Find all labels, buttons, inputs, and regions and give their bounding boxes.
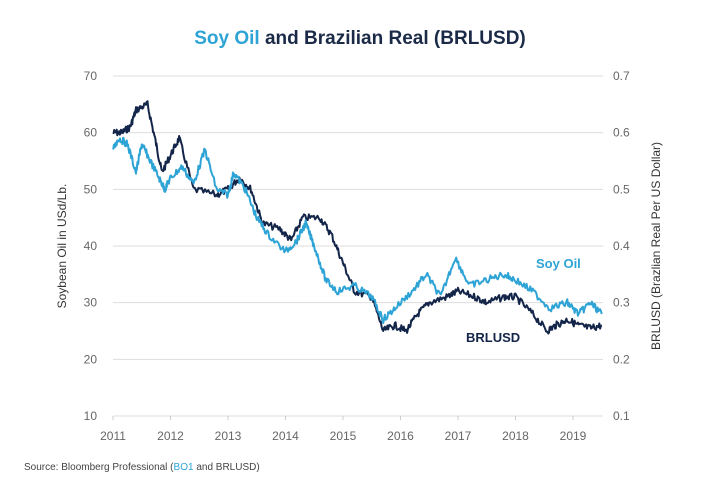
- x-tick-label: 2014: [272, 429, 299, 443]
- x-tick-label: 2017: [445, 429, 472, 443]
- y2-tick-label: 0.3: [613, 296, 630, 310]
- y2-tick-label: 0.6: [613, 126, 630, 140]
- source-prefix: Source: Bloomberg Professional (: [24, 462, 174, 473]
- y-tick-label: 30: [84, 296, 98, 310]
- series-lines: [112, 100, 603, 335]
- y2-axis-label: BRLUSD (Brazlian Real Per US Dollar): [649, 142, 663, 350]
- x-tick-label: 2019: [560, 429, 587, 443]
- x-tick-label: 2012: [157, 429, 184, 443]
- y-axis-ticks: 10 20 30 40 50 60 70: [84, 69, 98, 423]
- y2-tick-label: 0.5: [613, 182, 630, 196]
- x-tick-label: 2016: [387, 429, 414, 443]
- y-tick-label: 40: [84, 239, 98, 253]
- y-tick-label: 20: [84, 352, 98, 366]
- y-tick-label: 50: [84, 182, 98, 196]
- y2-tick-label: 0.4: [613, 239, 630, 253]
- y2-tick-label: 0.1: [613, 409, 630, 423]
- chart-title-rest: and Brazilian Real (BRLUSD): [259, 28, 526, 49]
- brlusd-line: [112, 100, 603, 335]
- y-axis-label: Soybean Oil in USd/Lb.: [55, 184, 69, 309]
- x-axis-ticks: 2011 2012 2013 2014 2015 2016 2017 2018 2019: [100, 416, 587, 443]
- x-tick-label: 2013: [215, 429, 242, 443]
- gridlines: [113, 75, 603, 417]
- y2-tick-label: 0.2: [613, 352, 630, 366]
- chart-title: Soy Oil and Brazilian Real (BRLUSD): [0, 28, 720, 50]
- y-tick-label: 10: [84, 409, 98, 423]
- y2-tick-label: 0.7: [613, 69, 630, 83]
- chart-title-highlight: Soy Oil: [194, 28, 260, 49]
- source-highlight: BO1: [173, 462, 194, 473]
- soy-oil-line: [112, 136, 603, 324]
- source-suffix: and BRLUSD): [193, 462, 260, 473]
- y-tick-label: 70: [84, 69, 98, 83]
- soy-oil-series-label: Soy Oil: [536, 256, 581, 271]
- y-tick-label: 60: [84, 126, 98, 140]
- x-tick-label: 2018: [502, 429, 529, 443]
- x-tick-label: 2015: [330, 429, 357, 443]
- source-note: Source: Bloomberg Professional (BO1 and …: [24, 462, 260, 473]
- brlusd-series-label: BRLUSD: [466, 330, 520, 345]
- y2-axis-ticks: 0.1 0.2 0.3 0.4 0.5 0.6 0.7: [613, 69, 630, 423]
- x-tick-label: 2011: [100, 429, 126, 443]
